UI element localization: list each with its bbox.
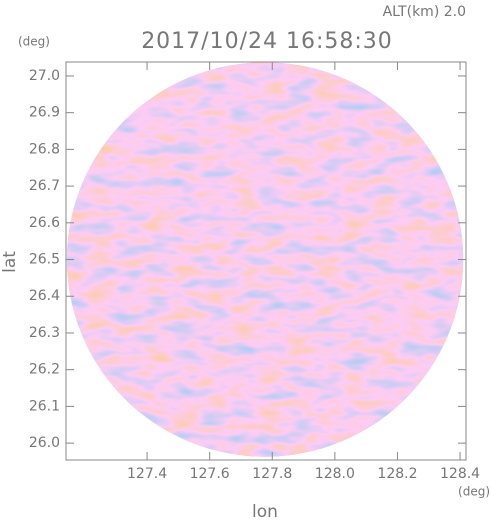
y-tick-label: 26.2 <box>29 362 60 378</box>
x-tick-label: 127.4 <box>127 466 167 482</box>
chart-title: 2017/10/24 16:58:30 <box>141 29 393 54</box>
y-tick-label: 26.1 <box>29 398 60 414</box>
y-tick-label: 26.9 <box>29 105 60 121</box>
y-tick-label: 26.7 <box>29 178 60 194</box>
altitude-label: ALT(km) 2.0 <box>383 4 466 20</box>
y-tick-label: 26.3 <box>29 325 60 341</box>
x-axis-label: lon <box>252 502 278 521</box>
radar-echo-positive <box>66 62 464 457</box>
x-unit: (deg) <box>458 485 490 499</box>
y-tick-label: 26.5 <box>29 252 60 268</box>
x-tick-label: 128.0 <box>315 466 355 482</box>
y-unit: (deg) <box>18 35 50 49</box>
y-tick-label: 27.0 <box>29 68 60 84</box>
radar-echo-field <box>66 62 464 457</box>
x-tick-label: 128.4 <box>440 466 480 482</box>
y-tick-label: 26.6 <box>29 215 60 231</box>
plot-frame <box>65 61 467 461</box>
y-tick-label: 26.0 <box>29 435 60 451</box>
x-tick-label: 128.2 <box>377 466 417 482</box>
y-tick-label: 26.4 <box>29 288 60 304</box>
x-tick-label: 127.6 <box>190 466 230 482</box>
x-tick-label: 127.8 <box>252 466 292 482</box>
y-tick-label: 26.8 <box>29 141 60 157</box>
y-axis-label: lat <box>0 251 20 273</box>
